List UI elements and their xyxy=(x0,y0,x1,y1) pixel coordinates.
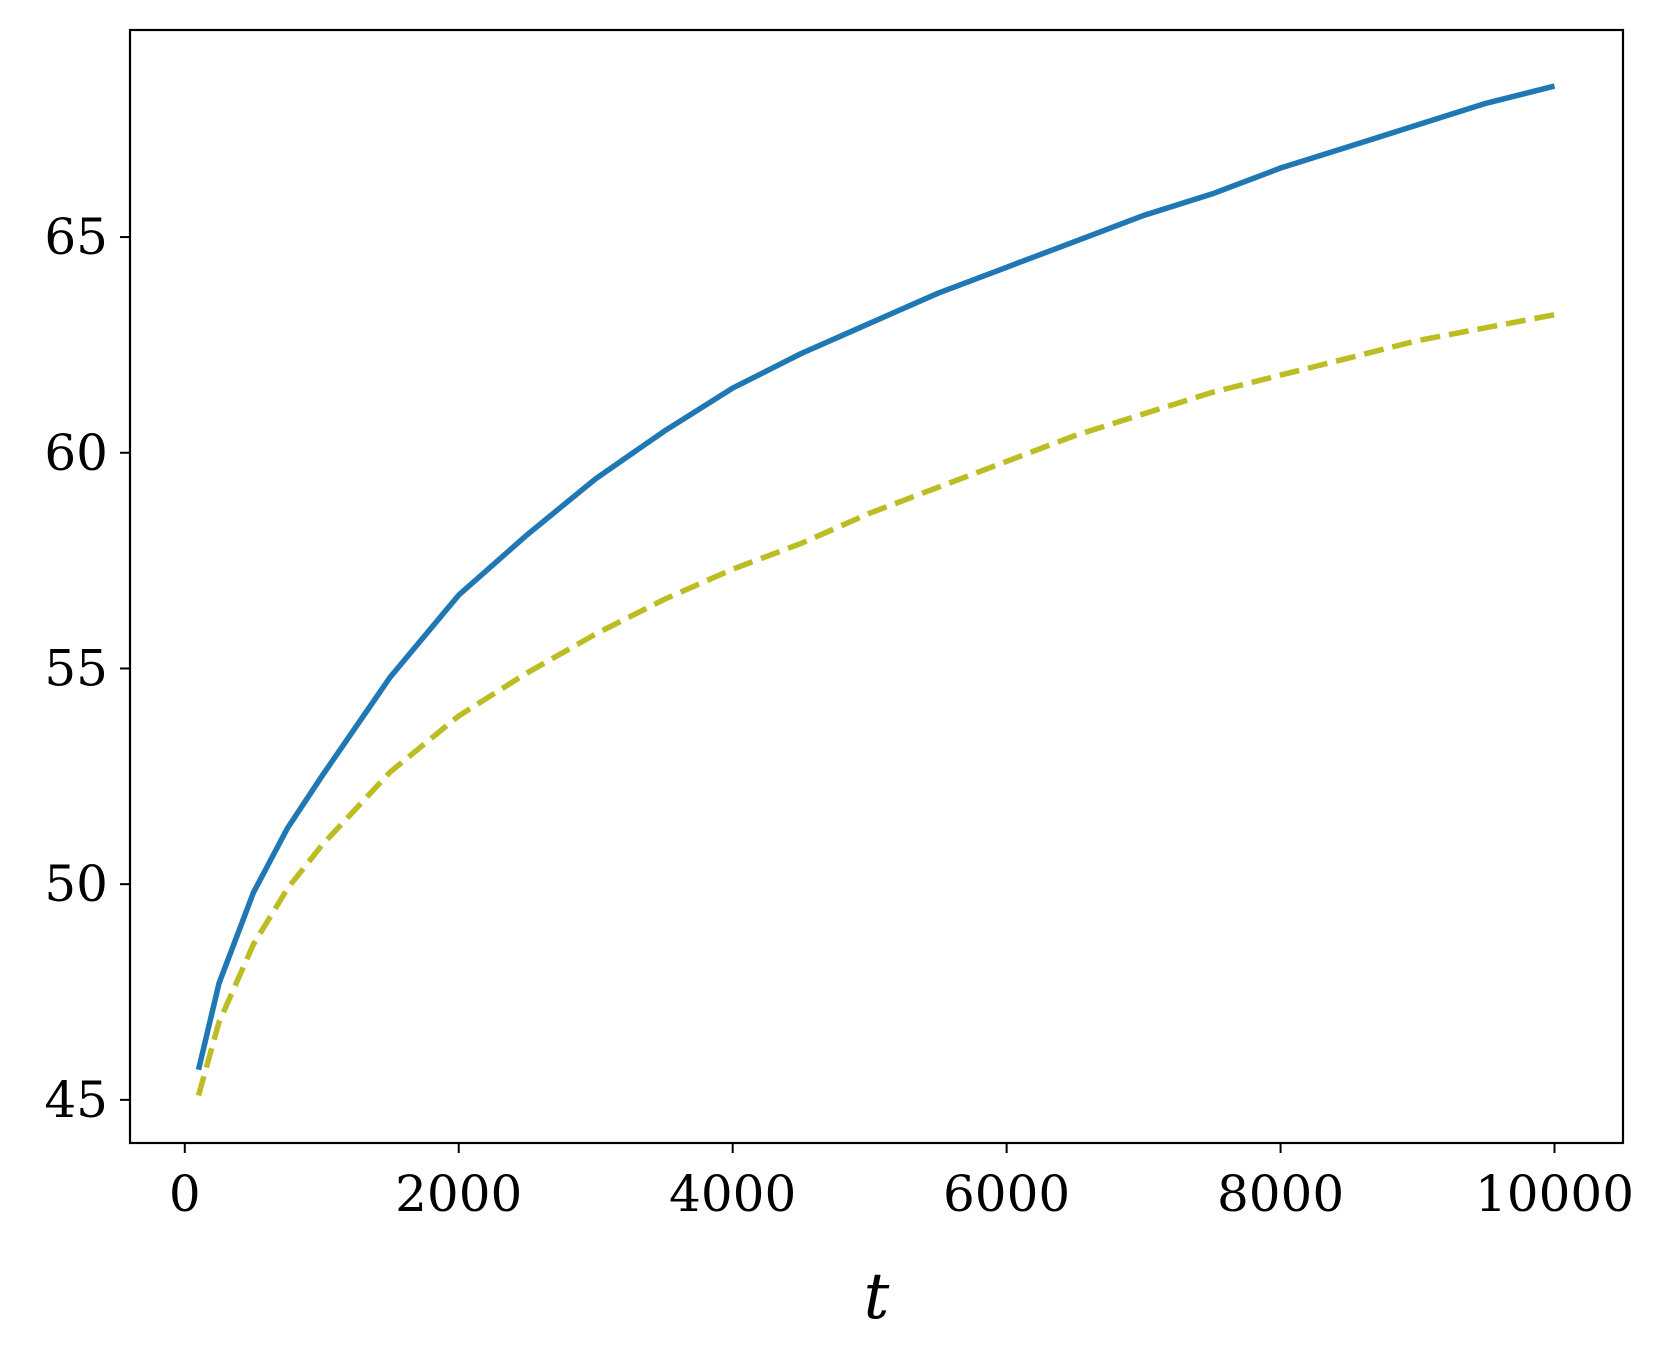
series-line-2 xyxy=(195,311,1556,1097)
plot-frame xyxy=(128,28,1625,1145)
y-axis: 45 50 55 60 65 xyxy=(44,208,130,1129)
y-tick-label: 60 xyxy=(44,424,108,482)
series-line-1 xyxy=(195,83,1556,1071)
y-tick-label: 45 xyxy=(44,1071,108,1129)
plot-lines xyxy=(195,83,1556,1097)
x-tick-label: 0 xyxy=(169,1165,201,1223)
y-tick-label: 50 xyxy=(44,855,108,913)
x-tick-label: 10000 xyxy=(1475,1165,1634,1223)
y-tick-label: 55 xyxy=(44,639,108,697)
x-tick-label: 6000 xyxy=(943,1165,1070,1223)
x-tick-label: 4000 xyxy=(669,1165,796,1223)
x-tick-label: 8000 xyxy=(1217,1165,1344,1223)
x-axis-label: t xyxy=(864,1260,890,1334)
y-tick-label: 65 xyxy=(44,208,108,266)
x-tick-label: 2000 xyxy=(395,1165,522,1223)
x-axis: 0 2000 4000 6000 8000 10000 xyxy=(169,1143,1634,1223)
